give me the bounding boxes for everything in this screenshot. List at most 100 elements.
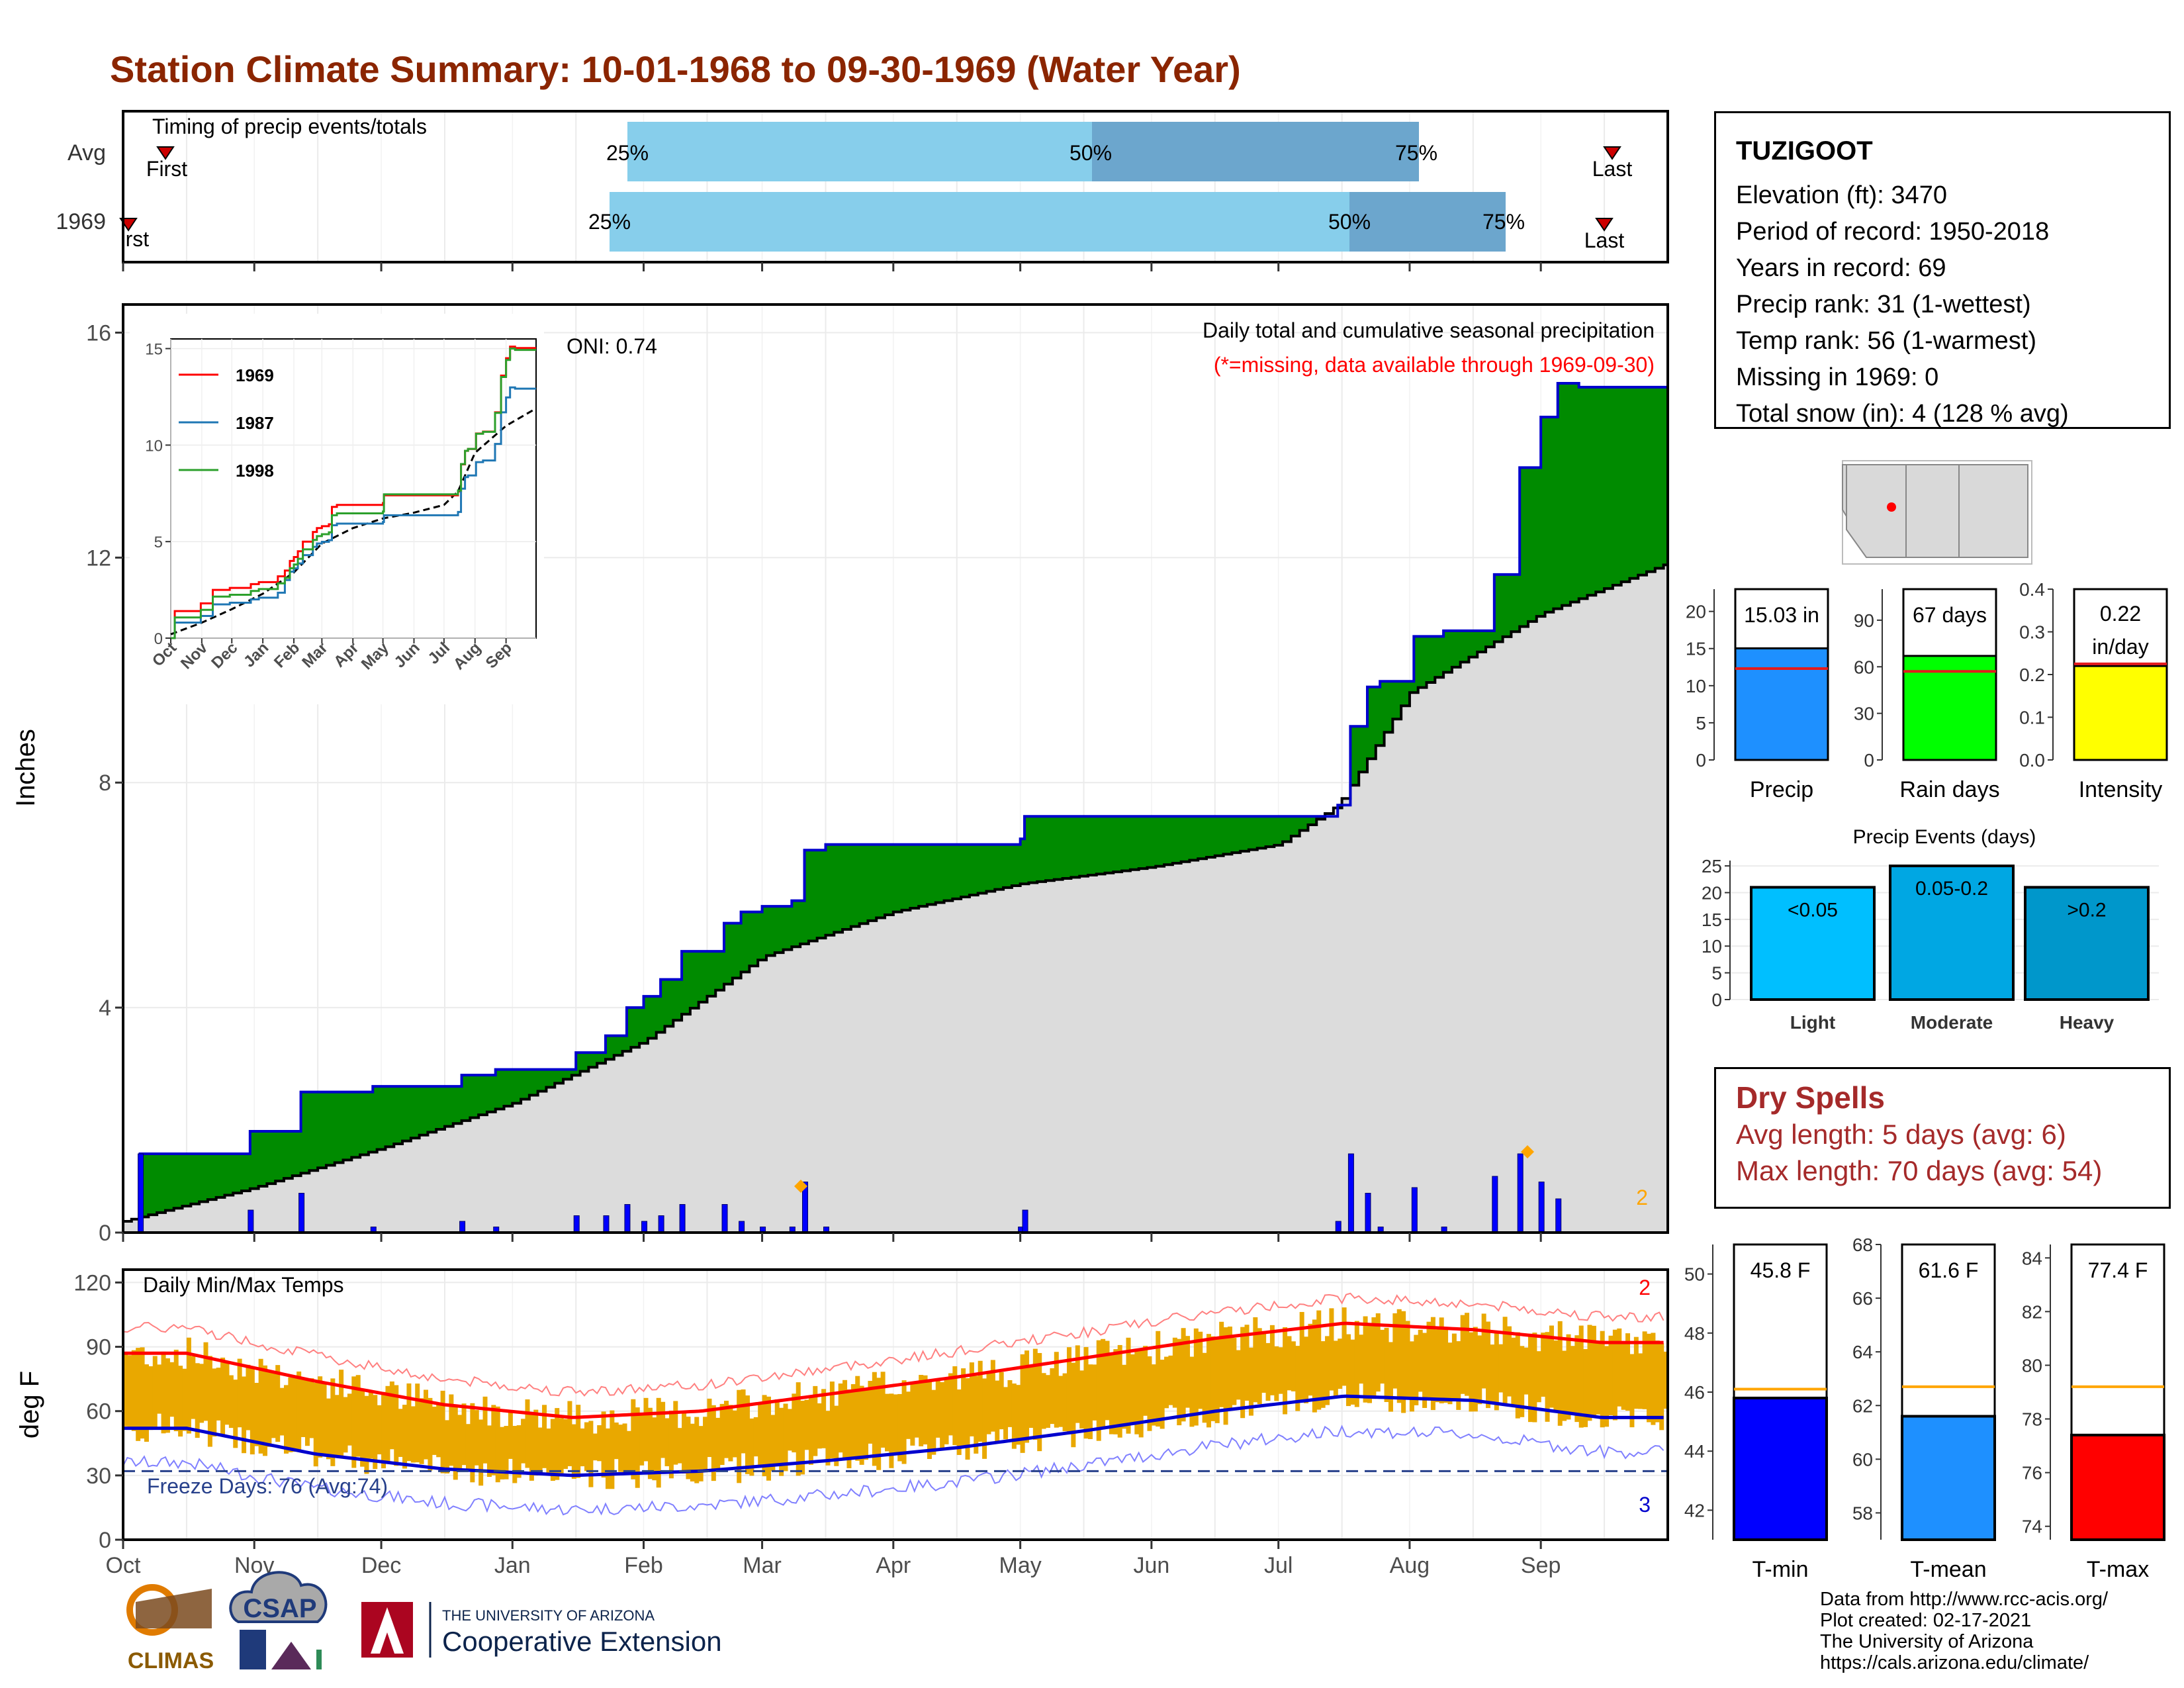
daily-temp-bar [178,1366,183,1437]
avg-p75: 75% [1395,141,1437,165]
daily-temp-bar [1011,1383,1017,1449]
daily-temp-bar [1367,1325,1372,1403]
month-tick-label: Jan [494,1553,531,1578]
daily-temp-bar [339,1370,344,1456]
dry-spells-max: Max length: 70 days (avg: 54) [1736,1155,2103,1186]
daily-precip-bar [459,1221,466,1233]
daily-temp-bar [1299,1311,1304,1401]
daily-temp-bar [766,1396,771,1481]
daily-temp-bar [864,1389,869,1460]
precip-panel-label: Daily total and cumulative seasonal prec… [1203,318,1655,342]
daily-temp-bar [834,1405,839,1466]
mini-y-tick-label: 0.3 [2019,622,2045,643]
daily-temp-bar [267,1371,272,1447]
event-bar-label: Moderate [1911,1012,1993,1033]
daily-temp-bar [1304,1336,1309,1403]
temp-mini-y-tick-label: 78 [2022,1409,2042,1430]
daily-temp-bar [1291,1341,1296,1391]
daily-temp-bar [1405,1321,1410,1398]
daily-temp-bar [1143,1346,1148,1416]
logo-area: CLIMAS CSAP THE UNIVERSITY OF ARIZONA Co… [126,1571,722,1673]
daily-temp-bar [961,1368,966,1448]
daily-temp-bar [1520,1346,1525,1417]
daily-temp-bar [1545,1332,1550,1422]
daily-temp-bar [1617,1328,1622,1407]
daily-precip-bar [1365,1193,1371,1233]
daily-temp-bar [1574,1335,1580,1423]
daily-temp-bar [1206,1334,1211,1428]
daily-temp-bar [703,1417,708,1471]
y-tick-label: 0 [99,1528,111,1553]
event-bar-label: Heavy [2060,1012,2115,1033]
daily-temp-bar [1058,1376,1064,1427]
daily-temp-bar [1101,1338,1106,1430]
daily-temp-bar [136,1348,141,1441]
month-tick-label: Aug [1390,1553,1430,1578]
daily-temp-bar [1295,1346,1300,1411]
daily-temp-bar [1269,1325,1275,1395]
daily-temp-bar [622,1423,627,1475]
daily-temp-bar [1566,1334,1571,1420]
daily-temp-bar [601,1411,606,1478]
month-tick-label: Mar [743,1553,782,1578]
daily-temp-bar [1647,1333,1652,1423]
daily-temp-bar [631,1399,636,1479]
ua-logo-line2: Cooperative Extension [442,1626,722,1657]
avg-p25: 25% [606,141,649,165]
daily-temp-bar [1092,1364,1097,1421]
events-title: Precip Events (days) [1853,826,2036,848]
daily-temp-bar [1037,1352,1042,1452]
mini-y-tick-label: 0.4 [2019,579,2045,600]
daily-precip-bar [823,1227,829,1233]
daily-temp-bar [914,1383,919,1438]
daily-temp-bar [140,1347,145,1439]
daily-temp-bar [889,1393,894,1468]
daily-temp-bar [504,1426,509,1479]
csap-logo-text: CSAP [243,1594,316,1623]
oni-label: ONI: 0.74 [567,334,657,358]
daily-temp-bar [1414,1335,1419,1405]
daily-temp-bar [550,1419,555,1481]
inset-line-1998 [171,348,536,639]
daily-temp-bar [263,1365,268,1456]
daily-temp-bar [1494,1331,1499,1411]
daily-temp-bar [770,1415,776,1472]
daily-temp-bar [880,1372,886,1448]
tmean-value: 61.6 F [1919,1258,1979,1282]
temp-mini-y-tick-label: 64 [1852,1342,1873,1362]
daily-temp-bar [647,1407,653,1479]
credit-line: https://cals.arizona.edu/climate/ [1820,1652,2089,1673]
daily-temp-bar [360,1389,365,1467]
daily-temp-bar [1371,1317,1377,1399]
daily-temp-bar [182,1368,187,1431]
temp-mini-y-tick-label: 42 [1684,1500,1705,1521]
daily-temp-bar [923,1375,928,1445]
daily-temp-bar [944,1380,949,1444]
mini-y-tick-label: 0.2 [2019,665,2045,685]
daily-temp-bar [1481,1313,1486,1389]
daily-temp-bar [1608,1335,1614,1416]
daily-temp-bar [470,1403,475,1483]
credit-line: Plot created: 02-17-2021 [1820,1610,2032,1631]
daily-temp-bar [956,1389,962,1455]
daily-temp-bar [1359,1335,1364,1384]
daily-temp-bar [567,1401,572,1466]
daily-temp-bar [495,1406,500,1483]
daily-temp-bar [1236,1350,1241,1400]
daily-temp-bar [373,1395,378,1470]
daily-temp-bar [910,1383,915,1446]
daily-temp-bar [774,1399,780,1465]
daily-temp-bar [1050,1368,1055,1425]
daily-temp-bar [804,1399,809,1450]
daily-temp-bar [1214,1338,1220,1423]
daily-temp-bar [491,1405,496,1476]
daily-temp-bar [639,1414,645,1466]
daily-temp-bar [242,1376,247,1454]
daily-temp-bar [127,1355,132,1429]
y-tick-label: 60 [86,1399,111,1425]
temp-mini-y-tick-label: 80 [2022,1355,2042,1376]
tmin-bar [1733,1396,1828,1541]
daily-temp-bar [186,1337,191,1434]
daily-temp-bar [1316,1310,1322,1410]
daily-temp-bar [1338,1338,1343,1389]
